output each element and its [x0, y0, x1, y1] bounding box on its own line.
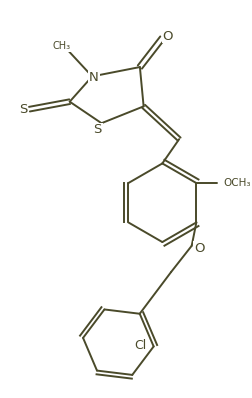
Text: OCH₃: OCH₃: [224, 178, 251, 188]
Text: N: N: [89, 71, 99, 84]
Text: Cl: Cl: [134, 339, 147, 352]
Text: S: S: [93, 123, 102, 136]
Text: O: O: [163, 30, 173, 43]
Text: S: S: [19, 103, 27, 116]
Text: CH₃: CH₃: [52, 41, 70, 51]
Text: O: O: [194, 242, 204, 255]
